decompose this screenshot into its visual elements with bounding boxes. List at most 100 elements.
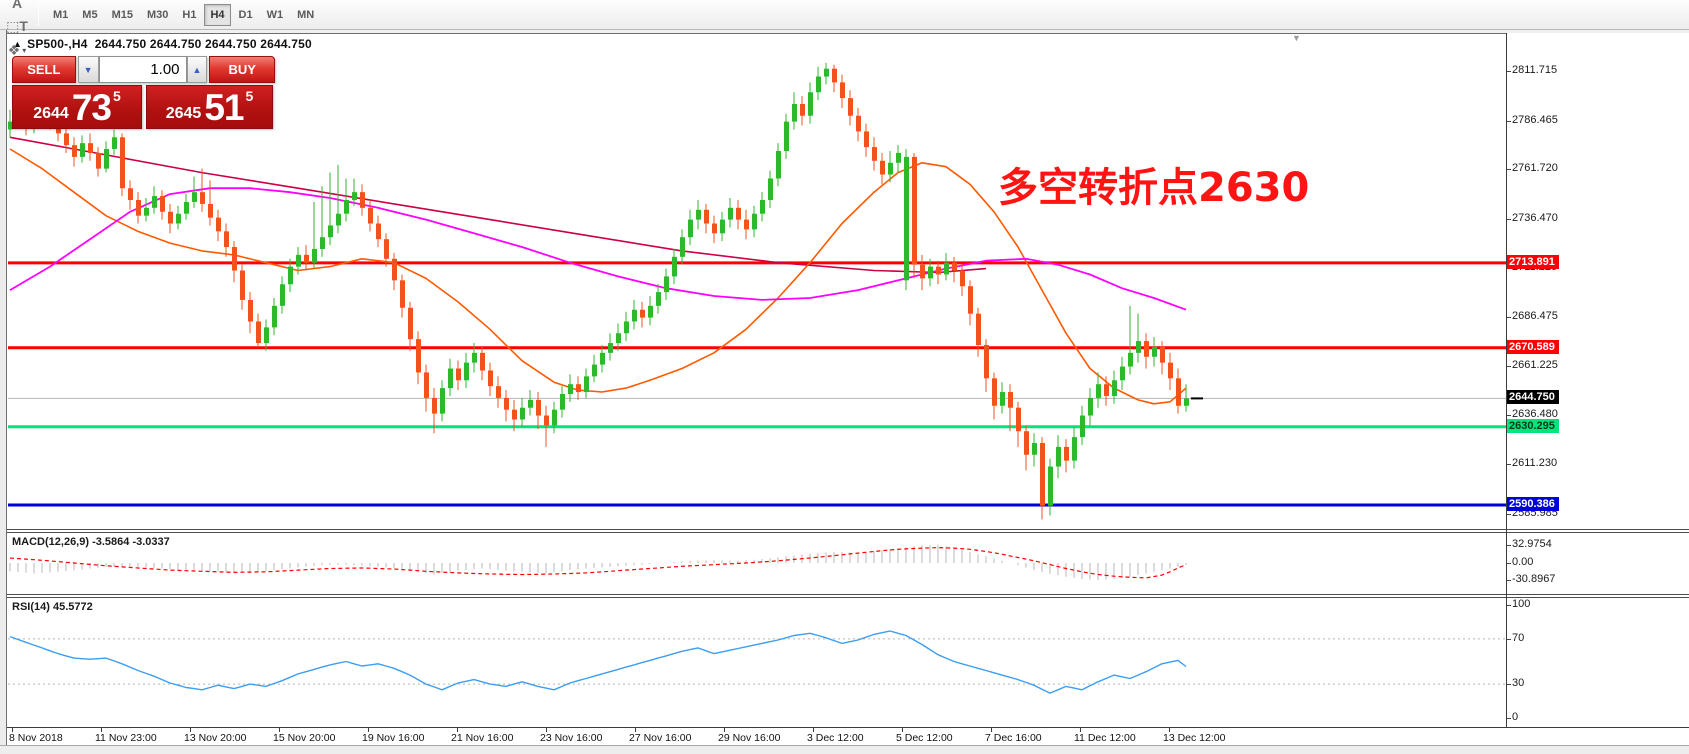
timeframe-button-h4[interactable]: H4 bbox=[204, 3, 231, 26]
date-tick-mark bbox=[902, 728, 903, 732]
macd-tick-mark bbox=[1507, 563, 1511, 564]
date-tick-mark bbox=[813, 728, 814, 732]
sell-price-pipette: 5 bbox=[112, 88, 121, 104]
price-axis[interactable]: 2811.7152786.4652761.7202736.4702711.220… bbox=[1507, 33, 1689, 727]
rsi-tick-label: 30 bbox=[1512, 677, 1525, 690]
chart-window[interactable] bbox=[7, 33, 1689, 745]
date-tick-label: 13 Dec 12:00 bbox=[1163, 732, 1226, 744]
symbol-period-label: SP500-,H4 bbox=[27, 37, 88, 51]
macd-splitter[interactable] bbox=[7, 529, 1689, 533]
price-tick-mark bbox=[1507, 513, 1511, 515]
toolbar-separator bbox=[38, 3, 39, 26]
price-tag: 2590.386 bbox=[1507, 496, 1559, 511]
chart-canvas[interactable] bbox=[0, 33, 1506, 745]
left-window-edge bbox=[0, 30, 7, 754]
price-tick-mark bbox=[1507, 414, 1511, 416]
buy-price-pips: 51 bbox=[204, 87, 244, 128]
rsi-tick-label: 0 bbox=[1512, 711, 1519, 723]
timeframe-button-mn[interactable]: MN bbox=[297, 8, 315, 21]
buy-button[interactable]: BUY bbox=[209, 56, 276, 83]
price-tick-label: 2611.230 bbox=[1512, 457, 1558, 470]
timeframe-button-m1[interactable]: M1 bbox=[53, 8, 69, 21]
price-tick-mark bbox=[1507, 366, 1511, 368]
date-tick-mark bbox=[546, 728, 547, 732]
date-tick-label: 21 Nov 16:00 bbox=[451, 732, 514, 744]
rsi-tick-mark bbox=[1507, 718, 1511, 719]
price-axis-border bbox=[1506, 33, 1507, 727]
date-tick-label: 11 Nov 23:00 bbox=[95, 732, 157, 744]
arrow-tool-icon[interactable]: ❖ ▾ bbox=[7, 42, 27, 58]
rsi-tick-label: 70 bbox=[1512, 631, 1525, 644]
date-tick-mark bbox=[101, 728, 102, 732]
rsi-tick-mark bbox=[1507, 684, 1511, 686]
date-tick-label: 13 Nov 20:00 bbox=[184, 732, 247, 744]
date-tick-label: 8 Nov 2018 bbox=[9, 732, 63, 744]
rsi-tick-mark bbox=[1507, 605, 1511, 606]
timeframe-button-m15[interactable]: M15 bbox=[111, 8, 133, 21]
sell-button[interactable]: SELL bbox=[12, 56, 76, 83]
date-tick-mark bbox=[635, 728, 636, 732]
date-tick-label: 11 Dec 12:00 bbox=[1074, 732, 1136, 744]
macd-tick-label: 32.9754 bbox=[1512, 537, 1552, 550]
date-tick-mark bbox=[724, 728, 725, 732]
price-tag: 2644.750 bbox=[1507, 390, 1559, 405]
price-tick-label: 2736.470 bbox=[1512, 211, 1558, 224]
date-axis-border bbox=[7, 727, 1689, 728]
price-tick-label: 2661.225 bbox=[1512, 359, 1558, 372]
text-label-icon[interactable]: A bbox=[11, 0, 23, 11]
timeframe-button-m5[interactable]: M5 bbox=[82, 8, 98, 21]
price-tick-label: 2811.715 bbox=[1512, 64, 1558, 77]
price-tick-mark bbox=[1507, 316, 1511, 318]
price-tick-mark bbox=[1507, 71, 1511, 73]
price-tick-mark bbox=[1507, 169, 1511, 171]
price-tick-mark bbox=[1507, 120, 1511, 122]
toolbar-icons: ▦FA⬚T❖▾ bbox=[4, 0, 32, 63]
symbol-marker-icon: ▲ bbox=[13, 39, 23, 49]
rsi-tick-label: 100 bbox=[1512, 598, 1531, 610]
price-tick-mark bbox=[1507, 464, 1511, 466]
volume-down-button[interactable]: ▼ bbox=[77, 56, 99, 83]
date-tick-mark bbox=[190, 728, 191, 732]
date-tick-label: 5 Dec 12:00 bbox=[896, 732, 953, 744]
ohlc-values: 2644.750 2644.750 2644.750 2644.750 bbox=[94, 37, 312, 51]
macd-tick-label: -30.8967 bbox=[1512, 573, 1556, 586]
date-tick-label: 7 Dec 16:00 bbox=[985, 732, 1042, 744]
rsi-label: RSI(14) 45.5772 bbox=[12, 601, 93, 613]
date-tick-label: 27 Nov 16:00 bbox=[629, 732, 692, 744]
macd-tick-mark bbox=[1507, 544, 1511, 546]
price-tick-label: 2786.465 bbox=[1512, 113, 1558, 126]
price-tick-mark bbox=[1507, 218, 1511, 220]
date-tick-mark bbox=[12, 728, 13, 732]
chart-text-annotation: 多空转折点2630 bbox=[998, 165, 1310, 211]
sell-price-pips: 73 bbox=[71, 87, 112, 128]
buy-price-display[interactable]: 2645 51 5 bbox=[146, 85, 273, 129]
timeframe-buttons: M1 M5 M15 M30 H1 H4 D1 W1 MN bbox=[47, 3, 322, 26]
price-tick-label: 2761.720 bbox=[1512, 162, 1558, 175]
one-click-trade-panel: SELL ▼ ▲ BUY 2644 73 5 2645 51 5 bbox=[12, 56, 276, 129]
buy-price-stem: 2645 bbox=[165, 105, 202, 122]
timeframe-button-d1[interactable]: D1 bbox=[238, 8, 253, 21]
timeframe-button-w1[interactable]: W1 bbox=[266, 8, 284, 21]
date-tick-label: 23 Nov 16:00 bbox=[540, 732, 603, 744]
volume-up-button[interactable]: ▲ bbox=[186, 56, 208, 83]
timeframe-button-m30[interactable]: M30 bbox=[146, 8, 169, 21]
date-tick-label: 29 Nov 16:00 bbox=[718, 732, 781, 744]
chevron-down-icon[interactable]: ▼ bbox=[1292, 33, 1301, 43]
price-tag: 2670.589 bbox=[1507, 339, 1559, 354]
rsi-splitter[interactable] bbox=[7, 594, 1689, 598]
volume-input[interactable] bbox=[98, 56, 187, 83]
price-tick-label: 2686.475 bbox=[1512, 309, 1558, 322]
timeframe-button-h1[interactable]: H1 bbox=[182, 8, 197, 21]
date-tick-mark bbox=[1080, 728, 1081, 732]
date-tick-mark bbox=[279, 728, 280, 732]
price-tick-label: 2636.480 bbox=[1512, 407, 1558, 420]
rsi-tick-mark bbox=[1507, 638, 1511, 640]
text-box-icon[interactable]: ⬚T bbox=[6, 18, 28, 34]
date-tick-label: 3 Dec 12:00 bbox=[807, 732, 864, 744]
sell-price-display[interactable]: 2644 73 5 bbox=[12, 85, 142, 129]
date-axis[interactable]: 8 Nov 2018 11 Nov 23:00 13 Nov 20:00 15 Nov… bbox=[7, 728, 1689, 745]
date-tick-mark bbox=[991, 728, 992, 732]
date-tick-mark bbox=[368, 728, 369, 732]
